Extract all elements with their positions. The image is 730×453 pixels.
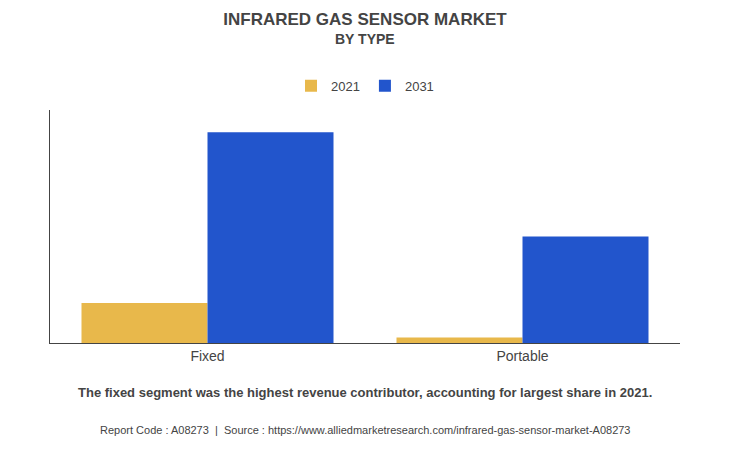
svg-text:Fixed: Fixed (190, 348, 224, 364)
svg-text:2031: 2031 (405, 79, 434, 94)
svg-text:Portable: Portable (496, 348, 548, 364)
svg-text:2021: 2021 (331, 79, 360, 94)
svg-text:BY TYPE: BY TYPE (335, 31, 395, 47)
svg-text:INFRARED GAS SENSOR MARKET: INFRARED GAS SENSOR MARKET (223, 10, 507, 29)
svg-text:Report Code : A08273 | Sourc: Report Code : A08273 | Source : https://… (100, 424, 631, 436)
svg-text:The fixed segment was the high: The fixed segment was the highest revenu… (78, 385, 652, 400)
